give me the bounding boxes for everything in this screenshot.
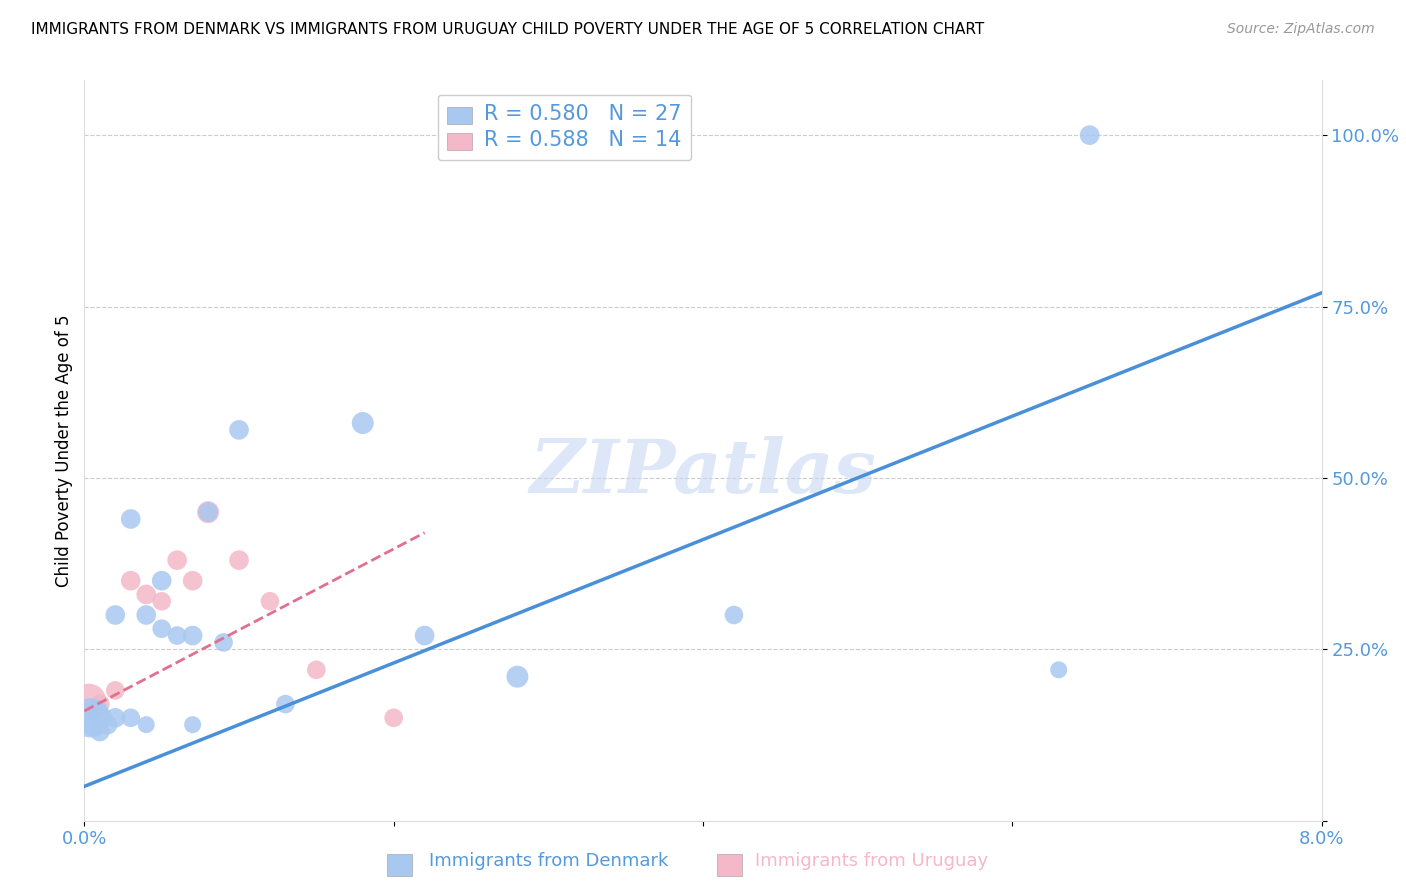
- Point: [89, 724, 111, 739]
- Point: [104, 683, 127, 698]
- Point: [197, 505, 219, 519]
- Point: [1047, 663, 1070, 677]
- Point: [274, 697, 297, 711]
- Point: [413, 628, 436, 642]
- Point: [83, 717, 105, 731]
- Point: [135, 717, 157, 731]
- Point: [150, 574, 173, 588]
- Point: [120, 574, 142, 588]
- Point: [181, 628, 204, 642]
- Point: [79, 711, 101, 725]
- Point: [212, 635, 235, 649]
- Text: Immigrants from Uruguay: Immigrants from Uruguay: [755, 852, 988, 870]
- Text: IMMIGRANTS FROM DENMARK VS IMMIGRANTS FROM URUGUAY CHILD POVERTY UNDER THE AGE O: IMMIGRANTS FROM DENMARK VS IMMIGRANTS FR…: [31, 22, 984, 37]
- Text: Source: ZipAtlas.com: Source: ZipAtlas.com: [1227, 22, 1375, 37]
- Text: ZIPatlas: ZIPatlas: [530, 436, 876, 509]
- Point: [197, 505, 219, 519]
- Point: [89, 697, 111, 711]
- Point: [228, 553, 250, 567]
- Point: [104, 711, 127, 725]
- Point: [352, 416, 374, 430]
- Point: [723, 607, 745, 622]
- Point: [259, 594, 281, 608]
- Point: [96, 717, 118, 731]
- Text: Immigrants from Denmark: Immigrants from Denmark: [429, 852, 668, 870]
- Point: [506, 670, 529, 684]
- Point: [91, 711, 114, 725]
- Point: [150, 594, 173, 608]
- Point: [104, 607, 127, 622]
- Point: [82, 704, 104, 718]
- Legend: R = 0.580   N = 27, R = 0.588   N = 14: R = 0.580 N = 27, R = 0.588 N = 14: [437, 95, 690, 160]
- Point: [305, 663, 328, 677]
- Point: [77, 694, 100, 708]
- Point: [135, 587, 157, 601]
- Point: [228, 423, 250, 437]
- Point: [181, 717, 204, 731]
- Point: [120, 512, 142, 526]
- Point: [120, 711, 142, 725]
- Y-axis label: Child Poverty Under the Age of 5: Child Poverty Under the Age of 5: [55, 314, 73, 587]
- Point: [86, 704, 108, 718]
- Point: [1078, 128, 1101, 142]
- Point: [150, 622, 173, 636]
- Point: [166, 553, 188, 567]
- Point: [382, 711, 405, 725]
- Point: [135, 607, 157, 622]
- Point: [181, 574, 204, 588]
- Point: [166, 628, 188, 642]
